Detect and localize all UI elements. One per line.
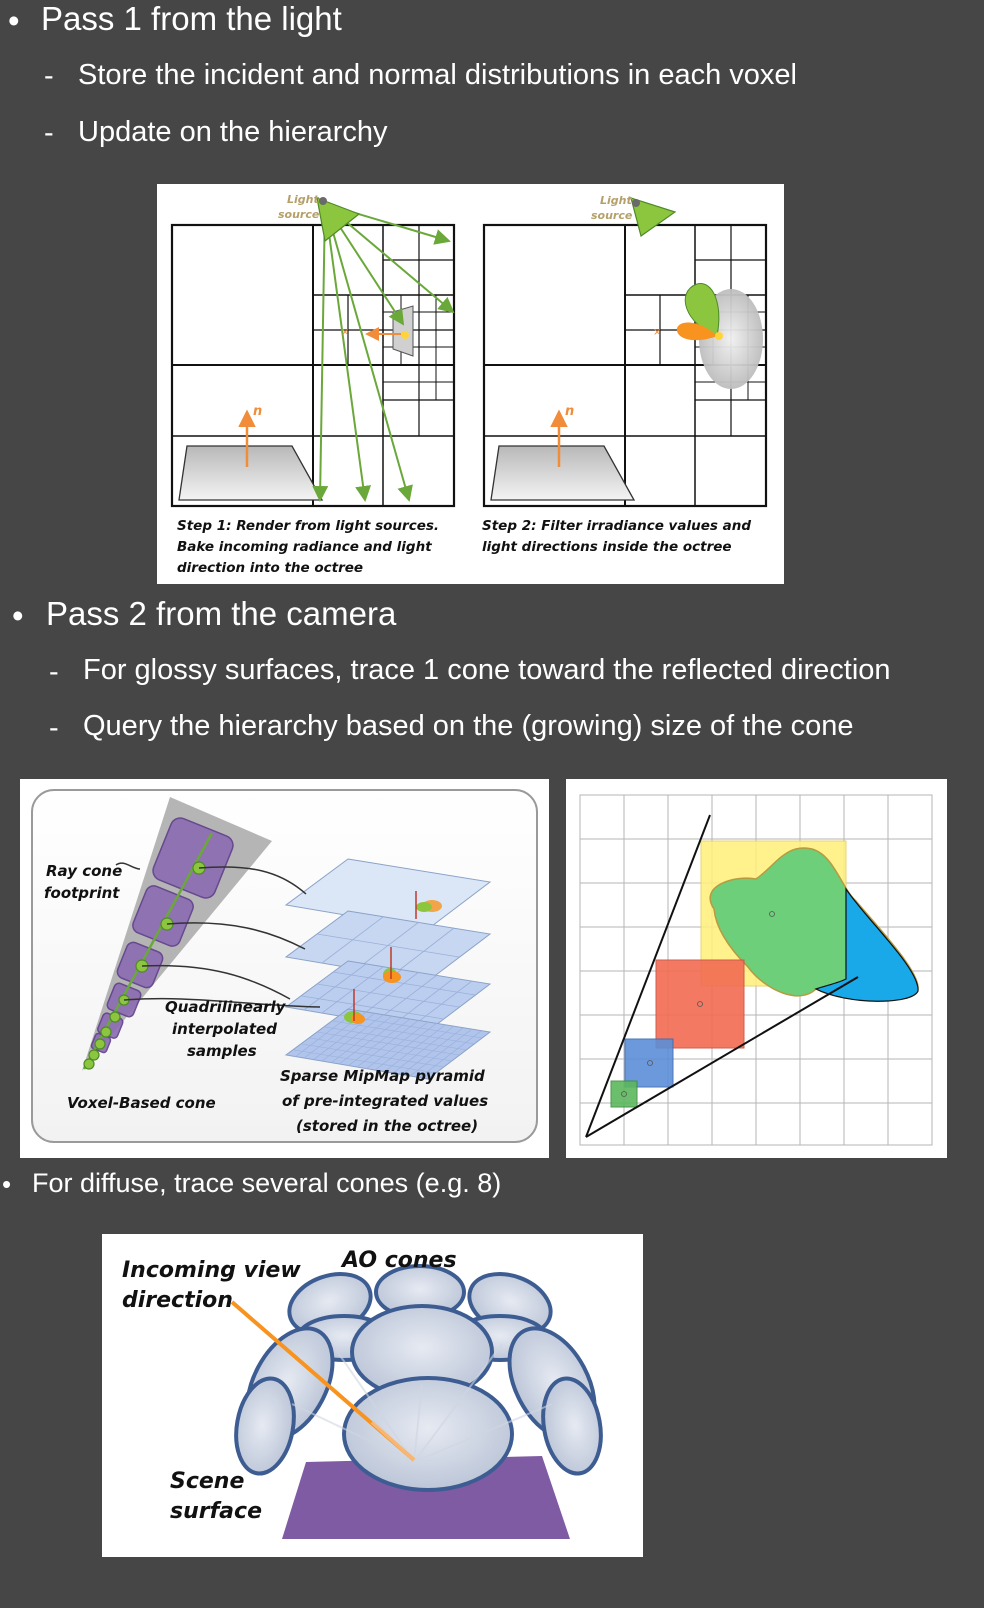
cone-edge-left	[585, 814, 711, 1138]
scene-surface-label: Scene	[170, 1469, 244, 1494]
ao-cones-label: AO cones	[340, 1248, 457, 1273]
scene-surface-label: surface	[170, 1499, 262, 1524]
light-source-label: Light	[600, 194, 632, 207]
light-source-icon	[630, 197, 677, 237]
light-source-icon	[316, 197, 361, 243]
sample-points	[83, 861, 206, 1070]
view-direction-label: direction	[122, 1288, 233, 1313]
svg-text:Step 2: Filter irradiance valu: Step 2: Filter irradiance values and	[482, 518, 751, 534]
light-hit-point	[401, 331, 409, 339]
figure-frame	[31, 789, 538, 1143]
light-source-label: Light	[287, 193, 319, 206]
pyramid-label: of pre-integrated values	[282, 1092, 488, 1110]
ray-cone-label: footprint	[44, 884, 120, 902]
green-distribution-lobe	[684, 283, 720, 337]
pyramid-label: (stored in the octree)	[296, 1117, 478, 1135]
svg-text:Step 1: Render from light sour: Step 1: Render from light sources.	[177, 518, 439, 534]
view-direction-label: Incoming view	[122, 1258, 301, 1283]
bullet-pass2: Pass 2 from the camera	[46, 595, 397, 632]
blue-voxel	[624, 1038, 674, 1088]
voxel-cone-label: Voxel-Based cone	[67, 1094, 216, 1112]
ray-cone-label: Ray cone	[46, 862, 122, 880]
floor-surface	[490, 445, 636, 501]
step1-caption: Step 1: Render from light sources. Bake …	[177, 518, 439, 576]
dash-marker: -	[49, 656, 59, 688]
cone-tracing-figure: Ray cone footprint Quadrilinearly interp…	[20, 779, 549, 1158]
green-voxel	[610, 1080, 638, 1108]
sample-connectors	[115, 862, 321, 1008]
sub-glossy-surfaces: For glossy surfaces, trace 1 cone toward…	[83, 654, 891, 686]
light-hit-point	[715, 332, 723, 340]
sub-update-hierarchy: Update on the hierarchy	[78, 116, 388, 148]
svg-text:Bake incoming radiance and lig: Bake incoming radiance and light	[177, 539, 432, 555]
sub-query-hierarchy: Query the hierarchy based on the (growin…	[83, 710, 854, 742]
step2-caption: Step 2: Filter irradiance values and lig…	[482, 518, 751, 555]
bullet-diffuse: For diffuse, trace several cones (e.g. 8…	[32, 1168, 502, 1198]
sample-centers	[621, 911, 775, 1097]
light-source-point	[319, 197, 327, 205]
dash-marker: -	[44, 60, 54, 92]
ao-cones-figure: Incoming view direction AO cones Scene s…	[102, 1234, 643, 1557]
samples-label: samples	[187, 1042, 257, 1060]
dash-marker: -	[44, 117, 54, 149]
ao-cone-caps	[234, 1264, 603, 1492]
sub-store-distributions: Store the incident and normal distributi…	[78, 59, 797, 91]
light-source-label: source	[591, 209, 633, 222]
bullet-marker: •	[12, 597, 24, 634]
octree-diagram: n × Light source n ×	[170, 193, 768, 576]
normal-label: n	[253, 404, 262, 419]
grid-cone-diagram	[579, 794, 933, 1146]
blue-region	[814, 887, 919, 1002]
samples-label: interpolated	[172, 1020, 277, 1038]
octree-figure: n × Light source n ×	[157, 184, 784, 584]
bullet-pass1: Pass 1 from the light	[41, 0, 342, 37]
grid-cone-figure	[566, 779, 947, 1158]
bullet-marker: •	[2, 1169, 12, 1199]
orange-distribution-lobe	[676, 322, 717, 341]
samples-label: Quadrilinearly	[165, 998, 287, 1016]
mipmap-pyramid	[284, 858, 492, 1080]
bullet-marker: •	[8, 2, 20, 39]
cone-rays	[291, 1343, 553, 1463]
svg-text:light directions inside the oc: light directions inside the octree	[482, 539, 732, 555]
normal-label: n	[565, 404, 574, 419]
pyramid-lobes	[344, 891, 442, 1024]
sample-marker: ×	[341, 327, 349, 338]
cone-tracing-diagram: Ray cone footprint Quadrilinearly interp…	[31, 789, 538, 1143]
sample-marker: ×	[653, 327, 661, 338]
light-source-label: source	[278, 208, 320, 221]
svg-text:direction into the octree: direction into the octree	[177, 560, 363, 576]
scene-surface	[282, 1456, 570, 1539]
cone-edge-right	[585, 976, 859, 1138]
pyramid-label: Sparse MipMap pyramid	[280, 1067, 485, 1085]
ao-cones-diagram: Incoming view direction AO cones Scene s…	[122, 1248, 603, 1539]
red-voxel	[655, 959, 745, 1049]
dash-marker: -	[49, 712, 59, 744]
light-source-point	[632, 199, 640, 207]
